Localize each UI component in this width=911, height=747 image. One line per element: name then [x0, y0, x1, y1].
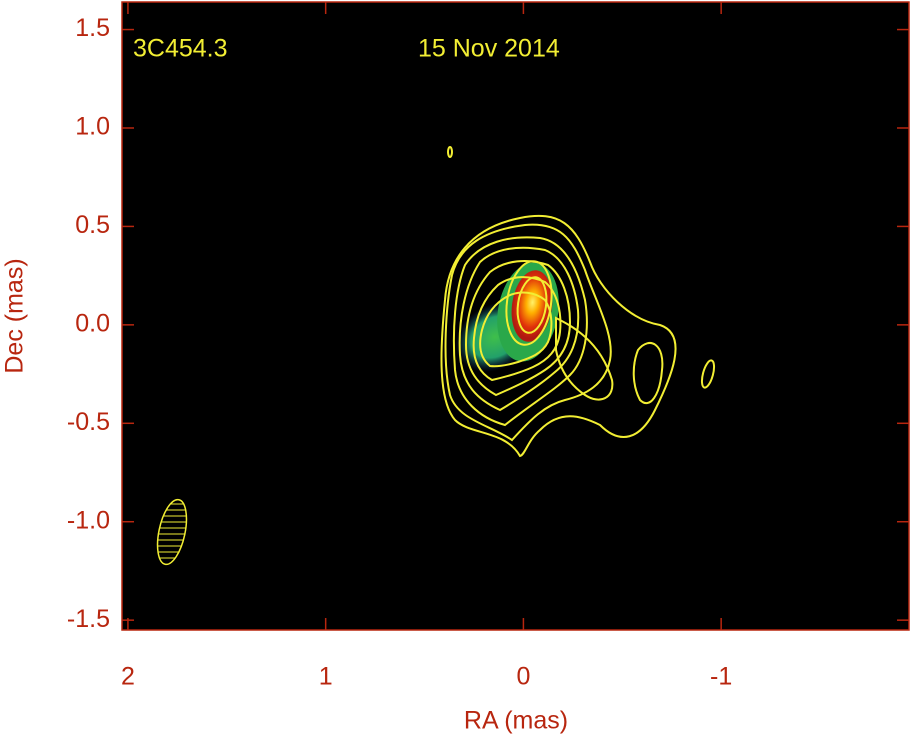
y-axis-label: Dec (mas) — [1, 258, 29, 373]
x-axis-label: RA (mas) — [464, 707, 568, 735]
y-tick-label: -1.0 — [67, 506, 110, 534]
x-tick-label: 1 — [319, 663, 333, 691]
x-tick-label: 2 — [121, 663, 135, 691]
x-tick-label: -1 — [710, 663, 732, 691]
y-tick-label: 0.0 — [75, 309, 110, 337]
y-tick-label: 1.0 — [75, 113, 110, 141]
source-name: 3C454.3 — [133, 35, 228, 63]
observation-date: 15 Nov 2014 — [418, 35, 560, 63]
y-tick-label: 1.5 — [75, 14, 110, 42]
contours — [440, 146, 716, 458]
x-tick-label: 0 — [516, 663, 530, 691]
y-tick-label: -1.5 — [67, 605, 110, 633]
y-tick-label: -0.5 — [67, 408, 110, 436]
y-tick-label: 0.5 — [75, 211, 110, 239]
